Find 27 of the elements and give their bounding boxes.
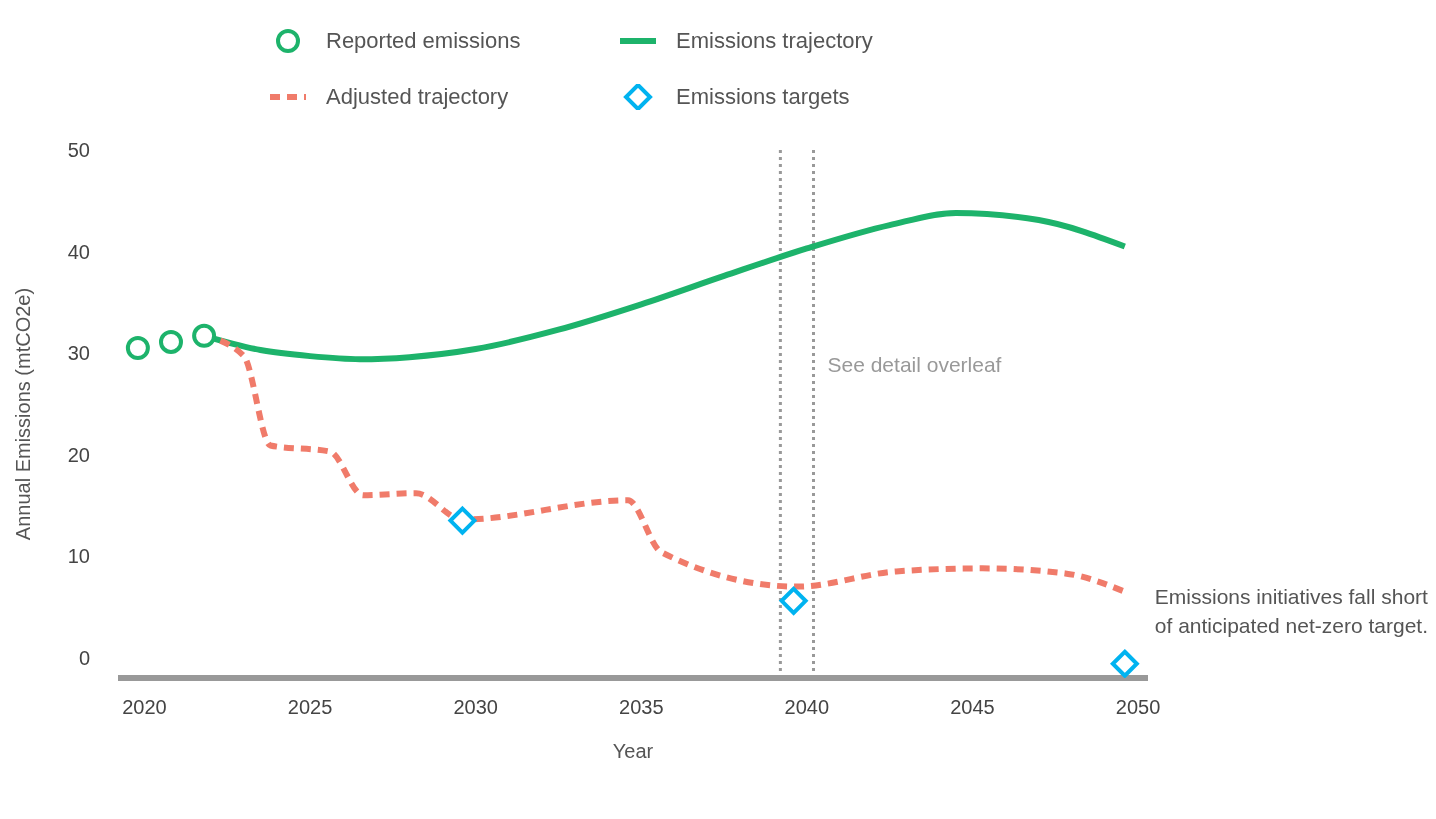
legend-label: Emissions targets — [676, 84, 850, 110]
y-tick-label: 20 — [67, 443, 90, 466]
ref-line-label: See detail overleaf — [827, 352, 1002, 376]
x-tick-label: 2025 — [287, 696, 333, 719]
legend-label: Emissions trajectory — [676, 28, 873, 54]
x-tick-label: 2020 — [122, 696, 167, 719]
y-tick-label: 10 — [67, 545, 90, 568]
point — [448, 506, 477, 535]
point — [192, 323, 217, 348]
y-axis-title: Annual Emissions (mtCO2e) — [12, 287, 35, 541]
point — [125, 336, 150, 360]
point — [1110, 649, 1139, 678]
x-tick-label: 2050 — [1115, 696, 1161, 719]
x-tick-label: 2040 — [784, 696, 830, 719]
x-axis-title: Year — [612, 740, 654, 762]
point — [779, 586, 808, 615]
x-tick-label: 2035 — [619, 696, 664, 719]
y-tick-label: 50 — [67, 139, 90, 162]
y-tick-label: 0 — [78, 646, 90, 669]
y-tick-label: 40 — [67, 240, 90, 263]
point — [158, 329, 183, 354]
x-tick-label: 2030 — [453, 696, 498, 719]
annotation: Emissions initiatives fall short of anticipated net-zero target. — [1154, 583, 1429, 639]
legend-label: Reported emissions — [326, 28, 521, 54]
x-tick-label: 2045 — [950, 696, 995, 719]
legend-label: Adjusted trajectory — [326, 84, 509, 110]
y-tick-label: 30 — [67, 342, 90, 365]
